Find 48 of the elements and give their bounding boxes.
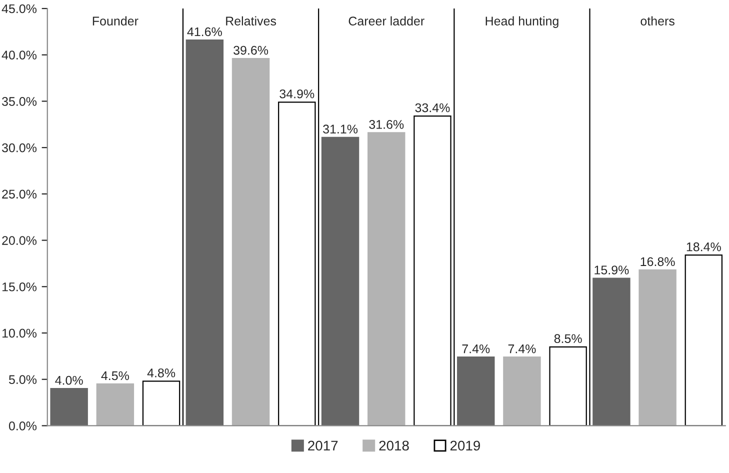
y-tick-label: 30.0% bbox=[2, 143, 37, 152]
x-tick-label: Head hunting bbox=[486, 16, 558, 28]
data-label: 8.5% bbox=[554, 334, 582, 344]
data-label: 7.4% bbox=[508, 344, 536, 354]
bar bbox=[549, 346, 587, 426]
data-label: 4.8% bbox=[147, 368, 176, 378]
bar bbox=[503, 356, 541, 426]
data-label: 4.5% bbox=[101, 371, 129, 380]
bar bbox=[684, 254, 723, 426]
y-tick-label: 25.0% bbox=[2, 190, 37, 199]
data-label: 34.9% bbox=[280, 89, 314, 98]
bar bbox=[592, 278, 630, 426]
data-label: 16.8% bbox=[640, 257, 675, 266]
bar bbox=[638, 269, 676, 426]
data-label: 41.6% bbox=[187, 27, 222, 36]
data-label: 15.9% bbox=[594, 266, 629, 274]
legend-label: 2018 bbox=[379, 440, 409, 451]
bar bbox=[50, 388, 88, 426]
bar bbox=[457, 356, 495, 426]
data-label: 31.6% bbox=[369, 120, 404, 129]
bar bbox=[142, 380, 180, 426]
data-label: 31.1% bbox=[323, 124, 358, 134]
x-tick-label: others bbox=[640, 16, 674, 26]
y-tick-label: 0.0% bbox=[8, 422, 37, 430]
x-tick-label: Founder bbox=[92, 16, 138, 26]
legend-label: 2017 bbox=[308, 440, 338, 451]
y-tick-label: 5.0% bbox=[8, 375, 37, 384]
y-tick-label: 35.0% bbox=[2, 97, 37, 106]
bar bbox=[96, 383, 134, 426]
data-label: 18.4% bbox=[686, 242, 721, 252]
data-label: 33.4% bbox=[415, 103, 450, 112]
bar bbox=[321, 136, 360, 426]
data-label: 4.0% bbox=[55, 376, 83, 385]
y-tick-label: 40.0% bbox=[2, 50, 37, 60]
x-tick-label: Relatives bbox=[226, 16, 276, 26]
bar bbox=[414, 116, 452, 426]
y-tick-label: 15.0% bbox=[2, 282, 37, 292]
y-tick-label: 20.0% bbox=[2, 236, 37, 245]
bar bbox=[368, 132, 406, 426]
bar bbox=[232, 58, 270, 426]
data-label: 7.4% bbox=[462, 344, 490, 354]
bar bbox=[186, 39, 224, 426]
x-tick-label: Career ladder bbox=[348, 16, 424, 26]
y-tick-label: 10.0% bbox=[2, 328, 37, 338]
data-label: 39.6% bbox=[234, 46, 268, 55]
bar bbox=[278, 102, 316, 426]
legend-label: 2019 bbox=[450, 440, 480, 451]
y-tick-label: 45.0% bbox=[2, 4, 37, 14]
